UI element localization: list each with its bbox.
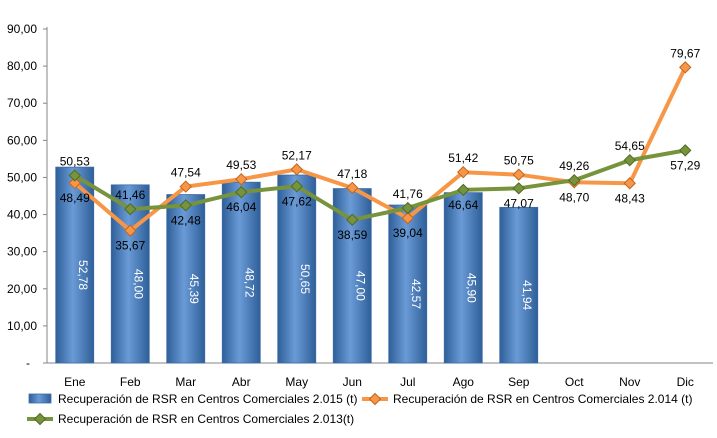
bar-value-label: 41,94 [520, 280, 534, 310]
marker-2014 [124, 224, 137, 237]
point-label-2014: 52,17 [282, 148, 312, 162]
legend-item: Recuperación de RSR en Centros Comercial… [27, 412, 354, 426]
legend-item: Recuperación de RSR en Centros Comercial… [362, 392, 692, 406]
x-tick-label: May [285, 375, 308, 389]
x-tick-label: Jun [343, 375, 362, 389]
point-label-2014: 35,67 [115, 239, 145, 253]
y-tick-label: 30,00 [7, 245, 37, 259]
marker-2013 [568, 173, 581, 187]
line-2014 [73, 66, 688, 233]
x-tick-label: Ago [453, 375, 475, 389]
point-label-2013: 41,76 [393, 187, 423, 201]
point-label-2013: 41,46 [115, 188, 145, 202]
point-label-2014: 47,54 [171, 166, 201, 180]
bar-2015 [388, 204, 428, 364]
point-label-2013: 46,04 [226, 200, 256, 214]
y-tick-label: 10,00 [7, 319, 37, 333]
marker-2014 [68, 176, 81, 190]
marker-2013 [124, 202, 137, 216]
x-tick-label: Ene [64, 375, 86, 389]
point-label-2014: 48,49 [60, 191, 90, 205]
bar-value-label: 48,00 [131, 269, 145, 299]
x-tick-label: Dic [677, 375, 694, 389]
point-label-2014: 48,43 [615, 191, 645, 205]
marker-2013 [623, 153, 636, 167]
y-tick-label: - [26, 356, 30, 370]
y-tick-label: 70,00 [7, 96, 37, 110]
marker-2013 [68, 169, 81, 182]
marker-2014 [235, 172, 248, 186]
bar-value-label: 47,00 [353, 271, 367, 301]
marker-2013 [679, 144, 692, 157]
line-2013 [73, 148, 686, 222]
marker-2013 [457, 183, 470, 197]
marker-2014 [457, 165, 470, 179]
point-label-2014: 47,18 [337, 167, 367, 181]
x-tick-label: Jul [400, 375, 415, 389]
point-label-2014: 51,42 [448, 151, 478, 165]
y-tick-label: 60,00 [7, 133, 37, 147]
x-tick-label: Sep [508, 375, 530, 389]
x-tick-label: Abr [232, 375, 251, 389]
point-label-2013: 42,48 [171, 213, 201, 227]
point-label-2013: 50,53 [60, 154, 90, 168]
point-label-2013: 47,07 [504, 196, 534, 210]
y-tick-label: 20,00 [7, 282, 37, 296]
marker-2014 [623, 177, 636, 190]
legend-swatch-bar [28, 393, 52, 404]
marker-2013 [179, 199, 192, 212]
legend-item: Recuperación de RSR en Centros Comercial… [28, 392, 357, 406]
y-tick-label: 90,00 [7, 22, 37, 36]
bar-2015 [166, 194, 206, 364]
point-label-2013: 46,64 [448, 198, 478, 212]
y-tick-label: 50,00 [7, 170, 37, 184]
point-label-2014: 39,04 [393, 226, 423, 240]
y-tick-label: 40,00 [7, 208, 37, 222]
point-label-2014: 49,53 [226, 158, 256, 172]
x-tick-label: Oct [565, 375, 584, 389]
x-tick-label: Feb [120, 375, 141, 389]
point-label-2013: 57,29 [670, 158, 700, 172]
bar-value-label: 52,78 [76, 260, 90, 290]
legend-swatch-marker [368, 392, 382, 406]
bar-2015 [443, 192, 483, 364]
marker-2014 [346, 181, 359, 195]
bar-2015 [499, 206, 539, 364]
x-tick-label: Nov [619, 375, 640, 389]
point-label-2013: 47,62 [282, 194, 312, 208]
bar-value-label: 45,90 [464, 273, 478, 303]
point-label-2013: 38,59 [337, 228, 367, 242]
marker-2014 [512, 168, 525, 181]
y-tick-label: 80,00 [7, 59, 37, 73]
legend-label: Recuperación de RSR en Centros Comercial… [58, 392, 357, 406]
point-label-2013: 49,26 [559, 159, 589, 173]
marker-2013 [346, 213, 359, 226]
marker-2014 [290, 163, 303, 176]
bar-value-label: 48,72 [242, 268, 256, 298]
marker-2013 [235, 185, 248, 199]
bar-value-label: 45,39 [187, 274, 201, 304]
point-label-2014: 79,67 [670, 46, 700, 60]
legend-label: Recuperación de RSR en Centros Comercial… [58, 412, 354, 426]
marker-2014 [179, 180, 192, 193]
x-tick-label: Mar [175, 375, 196, 389]
bar-value-label: 42,57 [409, 279, 423, 309]
bar-value-label: 50,65 [298, 264, 312, 294]
marker-2014 [679, 61, 692, 74]
marker-2014 [401, 211, 414, 225]
point-label-2013: 54,65 [615, 139, 645, 153]
bar-2015 [55, 166, 95, 364]
point-label-2014: 50,75 [504, 154, 534, 168]
legend-swatch-marker [33, 412, 47, 426]
point-label-2014: 48,70 [559, 190, 589, 204]
marker-2013 [512, 182, 525, 195]
marker-2013 [401, 201, 414, 215]
legend-label: Recuperación de RSR en Centros Comercial… [393, 392, 692, 406]
marker-2013 [290, 180, 303, 193]
bar-2015 [277, 174, 317, 364]
